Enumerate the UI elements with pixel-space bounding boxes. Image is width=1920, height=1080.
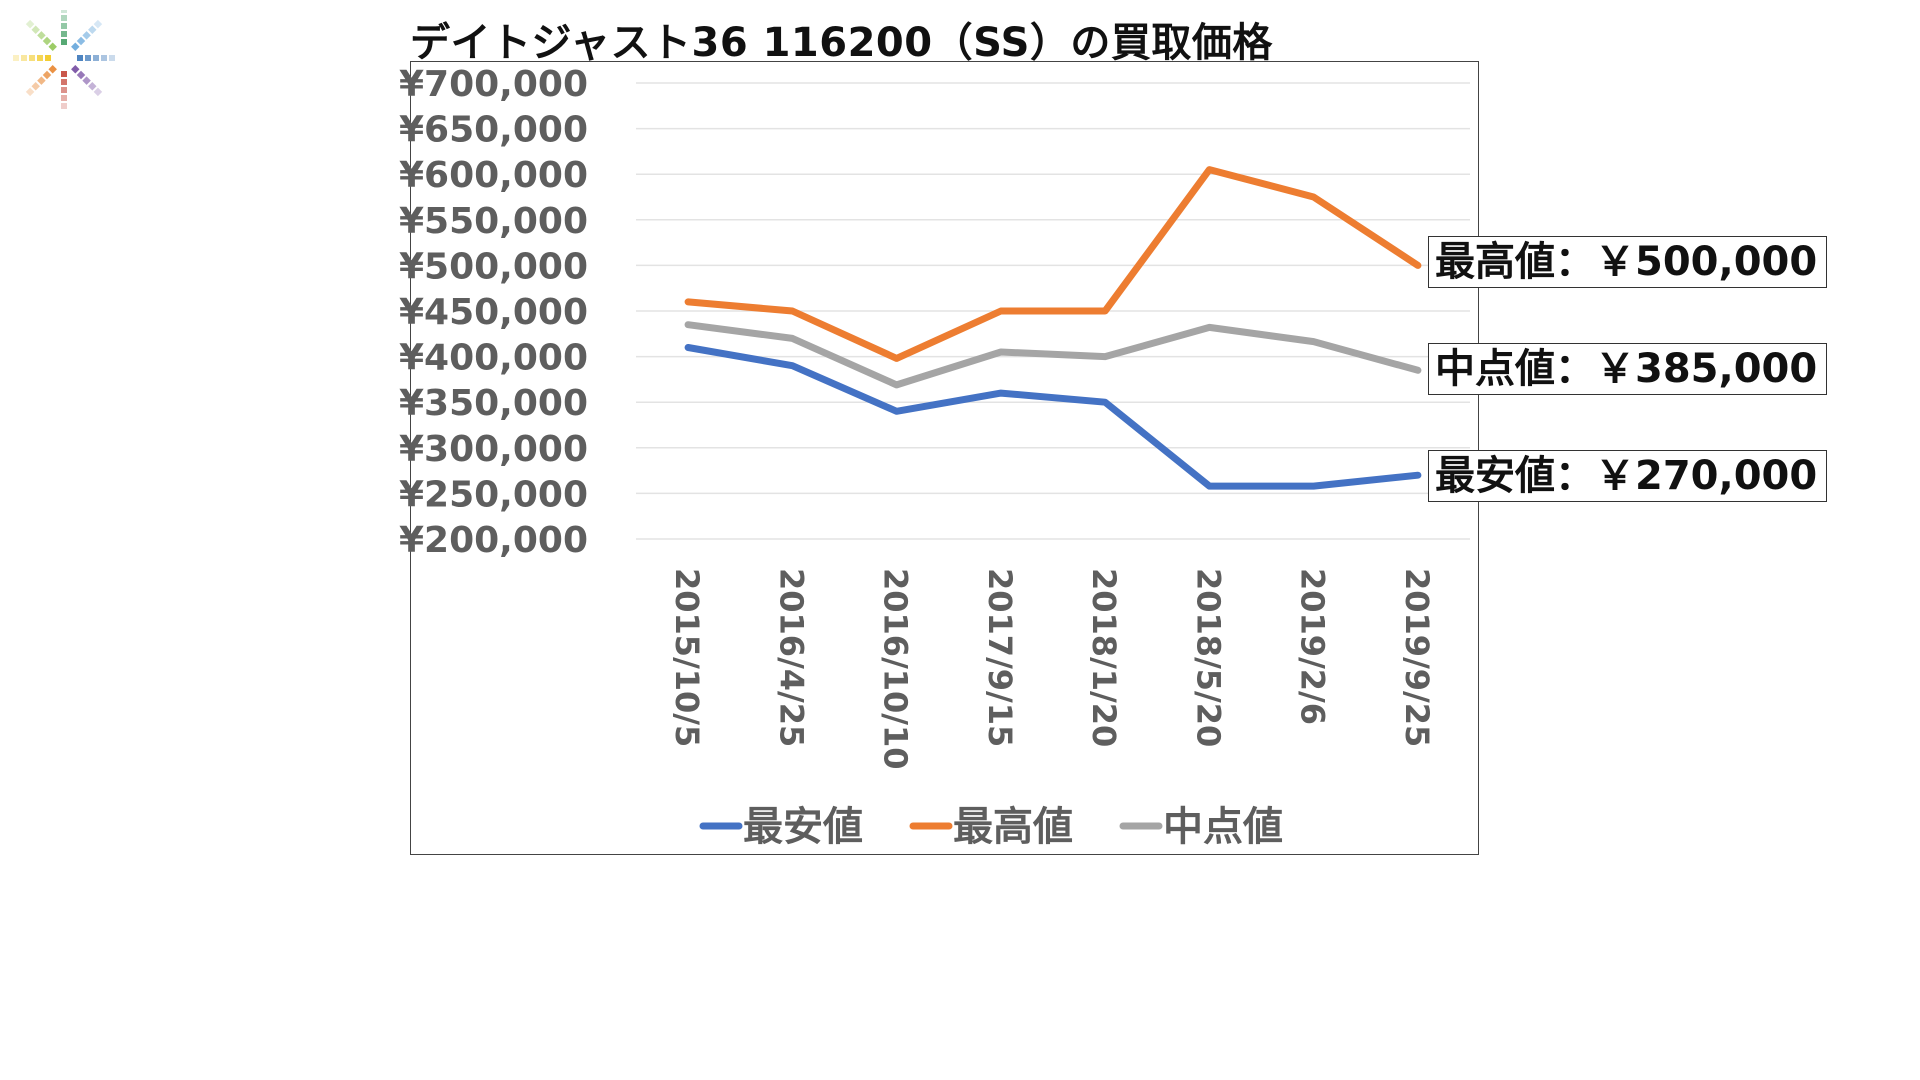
logo-segment (37, 55, 43, 61)
x-tick-label: 2018/5/20 (1189, 568, 1227, 747)
y-tick-label: ¥250,000 (399, 474, 588, 515)
series-line (684, 344, 1422, 490)
x-tick-label: 2016/4/25 (772, 568, 810, 747)
gridlines (636, 82, 1470, 540)
x-axis-ticks: 2015/10/5 2016/4/25 2016/10/10 2017/9/15 201… (668, 568, 1436, 770)
x-tick-label: 2018/1/20 (1085, 568, 1123, 747)
logo-segment (42, 36, 52, 46)
y-tick-label: ¥500,000 (399, 246, 588, 287)
logo-segment (45, 55, 51, 61)
logo-segment (109, 55, 115, 61)
logo-segment (13, 55, 19, 61)
y-tick-label: ¥650,000 (399, 110, 588, 151)
x-tick-label: 2019/2/6 (1294, 568, 1332, 725)
series-line (684, 166, 1422, 362)
logo-segment (76, 36, 86, 46)
logo-segment (48, 65, 57, 74)
x-tick-label: 2019/9/25 (1398, 568, 1436, 747)
y-tick-label: ¥200,000 (399, 520, 588, 561)
logo-segment (82, 76, 91, 85)
legend: 最安値 最高値 中点値 (699, 804, 1283, 850)
page-title: デイトジャスト36 116200（SS）の買取価格 (410, 20, 1273, 66)
logo-segment (61, 15, 67, 21)
logo-segment (61, 23, 67, 29)
y-tick-label: ¥350,000 (399, 383, 588, 424)
logo-segment (61, 87, 67, 93)
series-lines (684, 166, 1422, 490)
x-tick-label: 2016/10/10 (877, 568, 915, 770)
logo-segment (42, 70, 52, 80)
y-tick-label: ¥450,000 (399, 292, 588, 333)
logo-segment (31, 25, 40, 34)
logo-segment (29, 55, 35, 61)
logo-segment (61, 10, 67, 13)
logo-segment (101, 55, 107, 61)
series-line (684, 321, 1422, 389)
y-tick-label: ¥550,000 (399, 201, 588, 242)
logo-segment (31, 82, 40, 91)
brand-logo-icon (13, 10, 115, 109)
logo-segment (71, 65, 80, 74)
y-tick-label: ¥300,000 (399, 429, 588, 470)
legend-label: 最高値 (953, 804, 1073, 850)
x-tick-label: 2015/10/5 (668, 568, 706, 747)
logo-segment (61, 95, 67, 101)
y-tick-label: ¥600,000 (399, 155, 588, 196)
logo-segment (88, 82, 97, 91)
callout-min-price: 最安値：￥270,000 (1428, 450, 1827, 502)
logo-segment (61, 79, 67, 85)
logo-segment (71, 42, 80, 51)
logo-segment (61, 103, 67, 109)
callout-mid-price: 中点値：￥385,000 (1428, 343, 1827, 395)
legend-label: 最安値 (743, 804, 863, 850)
callout-max-price: 最高値：￥500,000 (1428, 236, 1827, 288)
logo-segment (77, 55, 83, 61)
legend-label: 中点値 (1163, 804, 1283, 850)
logo-segment (61, 39, 67, 45)
y-axis-ticks: ¥700,000 ¥650,000¥600,000 ¥550,000¥500,000… (399, 64, 588, 561)
y-tick-label: ¥700,000 (399, 64, 588, 105)
logo-segment (61, 31, 67, 37)
logo-segment (61, 71, 67, 77)
logo-segment (93, 87, 103, 97)
logo-segment (93, 55, 99, 61)
logo-segment (48, 42, 57, 51)
y-tick-label: ¥400,000 (399, 338, 588, 379)
logo-segment (85, 55, 91, 61)
logo-segment (21, 55, 27, 61)
x-tick-label: 2017/9/15 (981, 568, 1019, 747)
